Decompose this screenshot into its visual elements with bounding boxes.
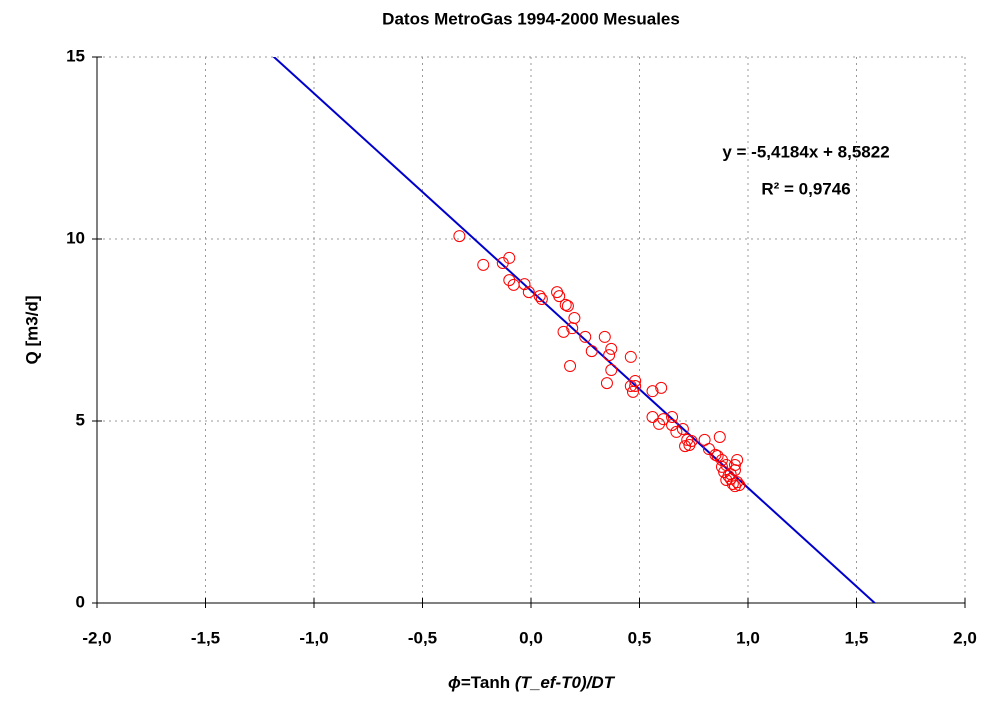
point	[507, 278, 520, 291]
point	[711, 449, 724, 462]
x-tick-label: 0,0	[519, 628, 543, 647]
x-tick-label: 2,0	[953, 628, 977, 647]
point	[605, 364, 618, 377]
point	[728, 480, 741, 493]
point	[646, 410, 659, 423]
point	[653, 417, 666, 430]
point	[724, 472, 737, 485]
x-tick-label: -0,5	[408, 628, 437, 647]
point	[646, 385, 659, 398]
point	[533, 290, 546, 303]
point	[603, 349, 616, 362]
point	[564, 360, 577, 373]
point	[657, 413, 670, 426]
x-tick-label: 0,5	[628, 628, 652, 647]
y-tick-label: 10	[66, 228, 85, 247]
point	[670, 425, 683, 438]
point	[676, 423, 689, 436]
point	[477, 258, 490, 271]
y-tick-label: 15	[66, 46, 85, 65]
point	[559, 298, 572, 311]
y-tick-label: 5	[76, 410, 85, 429]
x-tick-label: -2,0	[82, 628, 111, 647]
point	[522, 286, 535, 299]
point	[728, 459, 741, 472]
x-tick-label: -1,5	[191, 628, 220, 647]
x-label-func: =Tanh	[461, 673, 515, 692]
point	[561, 299, 574, 312]
point	[624, 350, 637, 363]
point	[585, 345, 598, 358]
trendline	[272, 57, 877, 603]
point	[503, 274, 516, 287]
r-squared: R² = 0,9746	[761, 179, 850, 198]
point	[655, 381, 668, 394]
point	[626, 385, 639, 398]
point	[733, 479, 746, 492]
point	[553, 290, 566, 303]
x-tick-label: -1,0	[299, 628, 328, 647]
point	[579, 330, 592, 343]
point	[624, 380, 637, 393]
point	[713, 431, 726, 444]
point	[535, 293, 548, 306]
y-axis-label: Q [m3/d]	[22, 296, 41, 365]
point	[666, 419, 679, 432]
point	[629, 380, 642, 393]
x-tick-label: 1,0	[736, 628, 760, 647]
chart-title: Datos MetroGas 1994-2000 Mesuales	[382, 9, 680, 28]
y-tick-label: 0	[76, 592, 85, 611]
point	[681, 433, 694, 446]
x-axis-label: ϕ=Tanh (T_ef-T0)/DT	[448, 673, 616, 692]
point	[566, 322, 579, 335]
equation: y = -5,4184x + 8,5822	[722, 142, 889, 161]
point	[685, 435, 698, 448]
point	[605, 342, 618, 355]
point	[551, 286, 564, 299]
point	[557, 325, 570, 338]
point	[496, 257, 509, 270]
x-label-arg: (T_ef-T0)/DT	[515, 673, 616, 692]
point	[666, 410, 679, 423]
point	[598, 330, 611, 343]
x-label-symbol: ϕ	[448, 673, 461, 692]
point	[600, 377, 613, 390]
point	[568, 311, 581, 324]
x-tick-label: 1,5	[845, 628, 869, 647]
point	[453, 230, 466, 243]
